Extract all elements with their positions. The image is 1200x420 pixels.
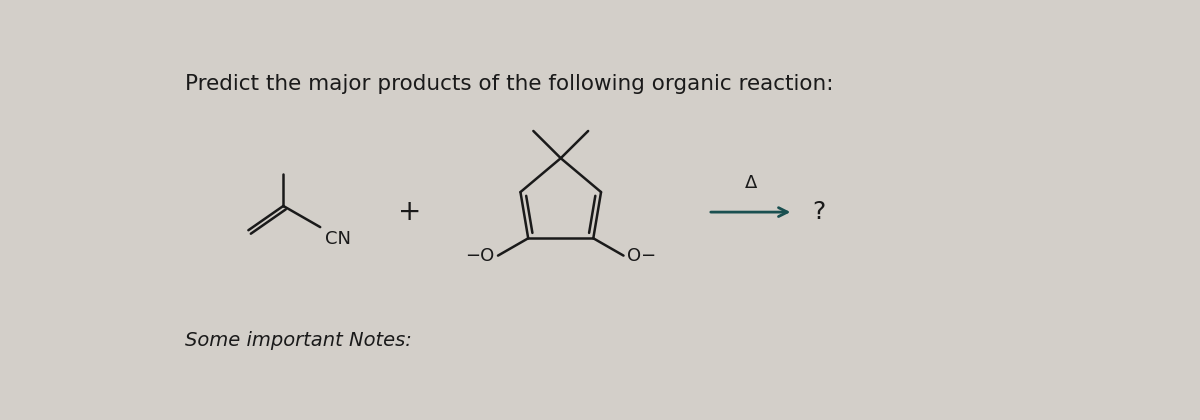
Text: Some important Notes:: Some important Notes:: [185, 331, 412, 350]
Text: CN: CN: [325, 230, 350, 248]
Text: Δ: Δ: [744, 174, 757, 192]
Text: Predict the major products of the following organic reaction:: Predict the major products of the follow…: [185, 74, 833, 94]
Text: +: +: [398, 198, 421, 226]
Text: −O: −O: [464, 247, 494, 265]
Text: ?: ?: [812, 200, 826, 224]
Text: O−: O−: [628, 247, 656, 265]
